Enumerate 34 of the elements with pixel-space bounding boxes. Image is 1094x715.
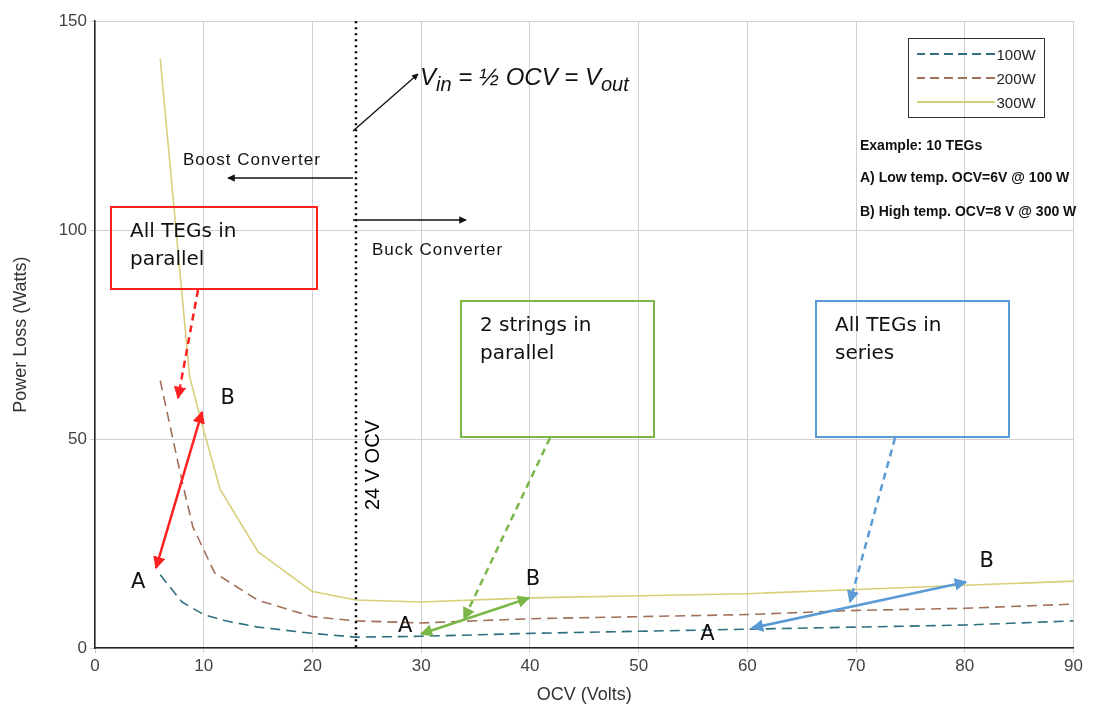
y-axis-title: Power Loss (Watts) <box>9 256 30 413</box>
annotation: V$_{in}$ = ½ OCV = V$_{out}$ <box>420 62 629 97</box>
annotation: B <box>979 548 995 573</box>
x-tick-label: 90 <box>1064 655 1084 675</box>
x-tick-label: 10 <box>194 655 214 675</box>
annotation: Buck Converter <box>372 239 504 261</box>
annotation: All TEGs in series <box>834 311 943 366</box>
x-tick-label: 0 <box>90 655 100 675</box>
annotation: B) High temp. OCV=8 V @ 300 W <box>860 202 1077 221</box>
x-tick-label: 70 <box>846 655 866 675</box>
annotation: A) Low temp. OCV=6V @ 100 W <box>860 168 1070 187</box>
x-tick-label: 60 <box>737 655 757 675</box>
x-tick-label: 20 <box>302 655 322 675</box>
annotation: B <box>220 385 235 410</box>
annotation: A <box>131 568 146 593</box>
legend-label: 200W <box>996 69 1036 87</box>
y-tick-label: 50 <box>68 428 87 448</box>
annotation: Boost Converter <box>183 149 321 171</box>
x-tick-label: 80 <box>955 655 975 675</box>
x-tick-label: 50 <box>629 655 649 675</box>
x-tick-label: 40 <box>520 655 540 675</box>
y-tick-label: 0 <box>77 637 87 657</box>
x-axis-title: OCV (Volts) <box>536 684 632 705</box>
annotation: B <box>525 565 541 590</box>
legend-label: 100W <box>996 45 1036 63</box>
x-tick-label: 30 <box>411 655 431 675</box>
y-tick-label: 150 <box>58 10 87 30</box>
ref-line-label: 24 V OCV <box>361 419 384 511</box>
annotation: 2 strings in parallel <box>479 311 593 366</box>
y-tick-label: 100 <box>58 219 87 239</box>
annotation: A <box>397 613 413 638</box>
annotation: All TEGs in parallel <box>129 217 238 272</box>
annotation: Example: 10 TEGs <box>860 136 983 155</box>
legend-label: 300W <box>996 93 1036 111</box>
